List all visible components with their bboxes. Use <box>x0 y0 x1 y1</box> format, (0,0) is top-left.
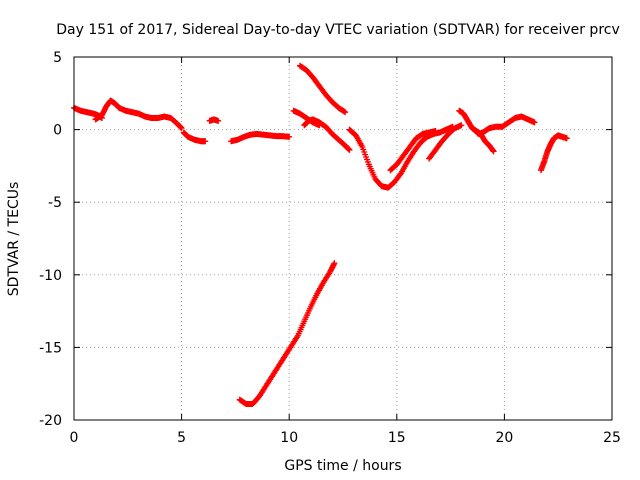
series-arc-14 <box>537 132 570 174</box>
series-arc-4 <box>206 116 222 124</box>
series-arc-8 <box>296 62 349 116</box>
series-arc-13 <box>471 113 538 137</box>
series-arc-1 <box>71 104 105 121</box>
chart-title: Day 151 of 2017, Sidereal Day-to-day VTE… <box>56 22 620 38</box>
y-tick-label: -15 <box>39 340 62 356</box>
data-point <box>458 122 465 129</box>
series-arc-2 <box>92 97 185 132</box>
y-tick-label: 5 <box>53 50 62 66</box>
y-tick-label: -20 <box>39 413 62 429</box>
x-tick-labels: 0 5 10 15 20 25 <box>70 430 621 446</box>
series-arc-15 <box>236 260 338 408</box>
data-point <box>215 117 222 124</box>
x-tick-label: 10 <box>280 430 298 446</box>
data-markers <box>71 62 570 408</box>
data-point <box>346 146 353 153</box>
data-point <box>531 119 538 126</box>
data-point <box>342 109 349 116</box>
series-arc-7 <box>301 116 353 153</box>
y-axis-label: SDTVAR / TECUs <box>6 182 22 297</box>
data-point <box>490 148 497 155</box>
data-point <box>432 128 439 135</box>
y-tick-label: -5 <box>48 195 62 211</box>
x-tick-label: 20 <box>495 430 513 446</box>
series-arc-11 <box>426 122 465 162</box>
x-tick-label: 0 <box>70 430 79 446</box>
series-arc-5 <box>228 130 293 145</box>
data-point <box>331 260 338 267</box>
x-tick-label: 15 <box>388 430 406 446</box>
plot-frame <box>73 56 613 421</box>
series-arc-10 <box>387 128 439 174</box>
data-point <box>563 135 570 142</box>
grid-lines <box>74 57 612 420</box>
y-tick-label: -10 <box>39 268 62 284</box>
y-tick-label: 0 <box>53 123 62 139</box>
x-axis-label: GPS time / hours <box>284 458 401 474</box>
series-arc-3 <box>180 129 209 145</box>
data-point <box>178 125 185 132</box>
x-tick-label: 25 <box>603 430 621 446</box>
x-tick-label: 5 <box>177 430 186 446</box>
data-point <box>286 133 293 140</box>
y-tick-labels: -20 -15 -10 -5 0 5 <box>39 50 62 429</box>
data-point <box>202 138 209 145</box>
